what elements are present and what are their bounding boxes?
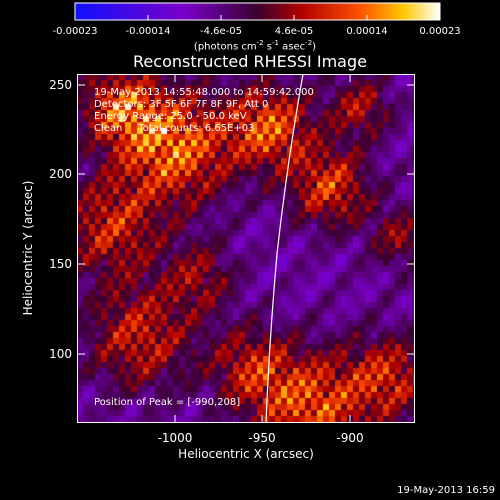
x-tick-label: -950 — [248, 431, 276, 445]
colorbar — [74, 2, 441, 21]
y-axis-label: Heliocentric Y (arcsec) — [21, 180, 35, 316]
colorbar-tick-label: 4.6e-05 — [274, 26, 314, 37]
colorbar-tick-label: -0.00023 — [52, 26, 98, 37]
y-tick-label: 200 — [49, 167, 72, 181]
colorbar-tick-label: 0.00023 — [419, 26, 461, 37]
colorbar-tick-label: 0.00014 — [346, 26, 388, 37]
colorbar-tick-label: -0.00014 — [125, 26, 171, 37]
x-tick-label: -1000 — [157, 431, 193, 445]
plot-title: Reconstructed RHESSI Image — [133, 52, 367, 71]
detectors-text: Detectors: 3F 5F 6F 7F 8F 9F, Att 0 — [94, 99, 269, 110]
solar-limb-line — [265, 74, 304, 423]
y-tick-label: 100 — [49, 347, 72, 361]
colorbar-unit-label: (photons cm-2 s-1 asec-2) — [193, 39, 317, 53]
method-counts-text: Clean Total counts: 6.65E+03 — [94, 123, 255, 134]
colorbar-tick-label: -4.6e-05 — [200, 26, 242, 37]
solar-limb — [265, 74, 304, 423]
timestamp: 19-May-2013 16:59 — [397, 485, 495, 496]
rhessi-image: 19-May-2013 14:55:48.000 to 14:59:42.000… — [77, 74, 415, 423]
y-tick-label: 150 — [49, 257, 72, 271]
time-range-text: 19-May-2013 14:55:48.000 to 14:59:42.000 — [94, 87, 314, 98]
colorbar-gradient — [74, 2, 441, 21]
colorbar-tickmarks — [74, 15, 441, 20]
y-tick-label: 250 — [49, 78, 72, 92]
x-axis-label: Heliocentric X (arcsec) — [178, 447, 314, 461]
heatmap-canvas — [77, 74, 415, 423]
energy-range-text: Energy Range: 25.0 - 50.0 keV — [94, 111, 247, 122]
peak-position-text: Position of Peak = [-990,208] — [94, 397, 241, 408]
x-tick-label: -900 — [336, 431, 364, 445]
